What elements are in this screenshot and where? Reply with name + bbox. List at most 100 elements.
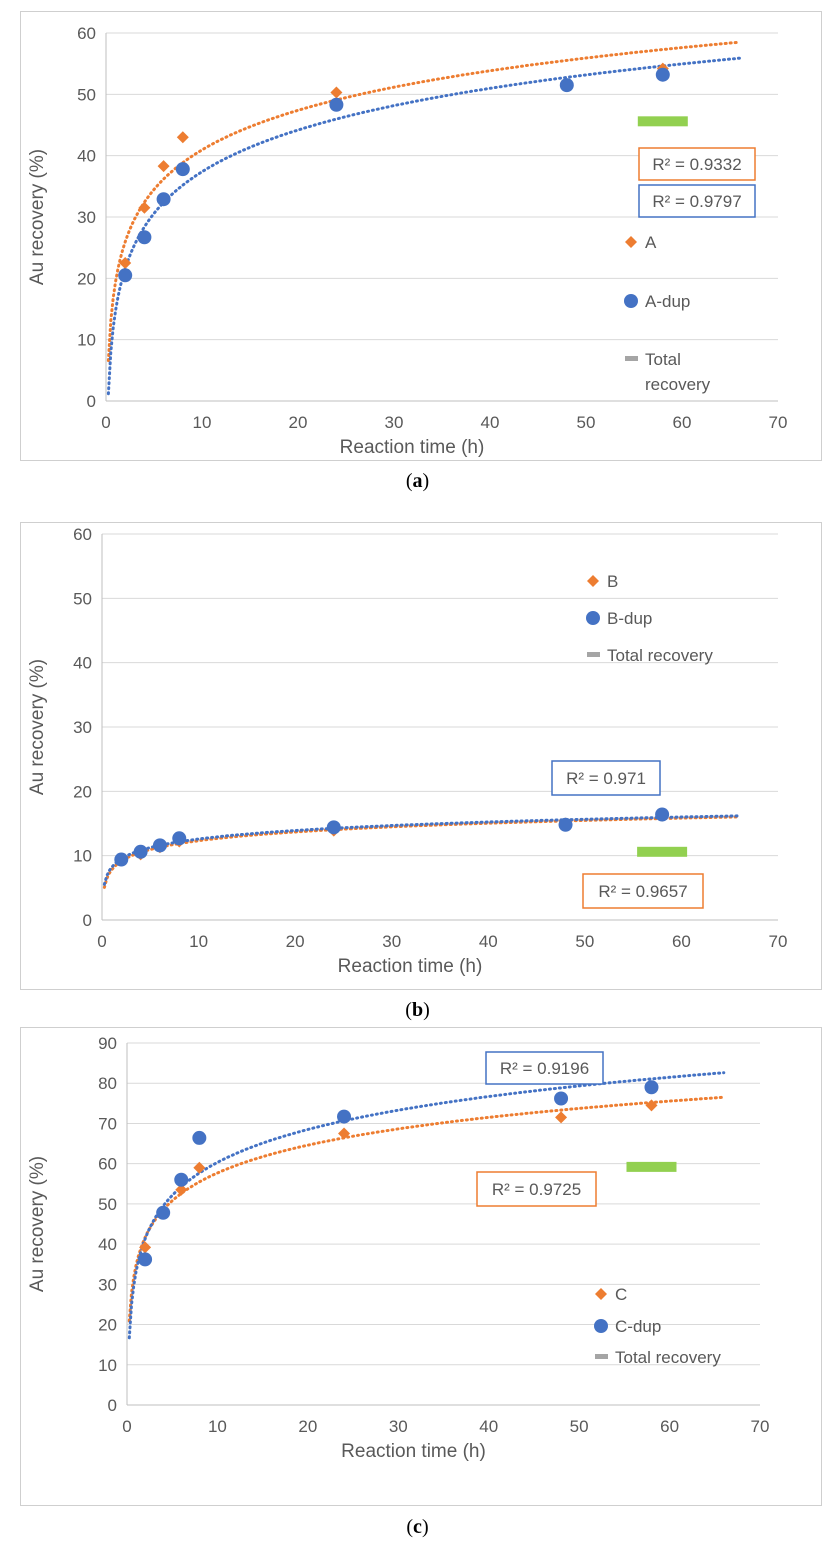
y-tick-label-b: 10	[73, 847, 92, 866]
y-tick-label-b: 0	[83, 911, 92, 930]
y-tick-label-c: 0	[108, 1396, 117, 1415]
y-axis-title-b: Au recovery (%)	[27, 659, 48, 795]
legend-label: A	[645, 233, 657, 252]
trendline-a-dup	[106, 56, 742, 396]
chart-c-svg: 0 10 20 30 40 50 60 70 80 90 0 10 20 30 40 50 60 70 Reacti…	[27, 1034, 769, 1462]
x-tick-label-c: 50	[570, 1417, 589, 1436]
y-tick-label-c: 40	[98, 1235, 117, 1254]
y-axis-title-c: Au recovery (%)	[27, 1156, 48, 1292]
data-point-a	[330, 86, 343, 99]
data-point-a-dup	[118, 268, 133, 283]
x-tick-label-b: 20	[286, 932, 305, 951]
x-tick-label-b: 0	[97, 932, 106, 951]
legend-swatch	[625, 236, 637, 248]
legend-swatch	[625, 356, 638, 361]
y-tick-label-a: 10	[77, 331, 96, 350]
x-tick-label-b: 40	[479, 932, 498, 951]
x-tick-label-a: 50	[577, 413, 596, 432]
x-tick-label-a: 0	[101, 413, 110, 432]
data-point-c	[175, 1183, 188, 1196]
caption-c: (c)	[406, 1516, 429, 1538]
y-tick-label-a: 50	[77, 85, 96, 104]
legend-entry-a-dup: A-dup	[624, 292, 690, 311]
r2-box-b-dup	[551, 760, 661, 796]
data-point-c	[338, 1127, 351, 1140]
y-tick-label-a: 0	[87, 392, 96, 411]
legend-swatch	[624, 294, 638, 308]
data-point-a	[119, 257, 132, 269]
data-point-c-dup	[554, 1091, 569, 1106]
chart-panel-b: 0 10 20 30 40 50 60 0 10 20 30 40 50 60 70 Reaction tim…	[20, 522, 822, 990]
legend-entry-total-recovery: Total recovery	[587, 646, 713, 665]
series-total-recovery	[626, 1161, 677, 1172]
series-c-dup	[138, 1080, 659, 1267]
y-tick-label-c: 10	[98, 1356, 117, 1375]
r2-label-b-dup: R² = 0.971	[566, 769, 646, 788]
data-point-total-recovery	[637, 846, 688, 857]
legend-swatch	[594, 1319, 608, 1333]
r2-label-a: R² = 0.9332	[652, 155, 741, 174]
data-point-c	[555, 1111, 568, 1124]
x-tick-label-b: 10	[189, 932, 208, 951]
legend-label: Total recovery	[607, 646, 713, 665]
legend-label: Total recovery	[615, 1348, 721, 1367]
data-point-b-dup	[172, 831, 187, 846]
y-tick-label-b: 60	[73, 525, 92, 544]
y-tick-label-c: 70	[98, 1114, 117, 1133]
y-tick-label-c: 60	[98, 1155, 117, 1174]
legend-label: A-dup	[645, 292, 690, 311]
caption-a-letter: a	[412, 470, 423, 492]
r2-label-c-dup: R² = 0.9196	[500, 1059, 589, 1078]
r2-box-c	[476, 1171, 597, 1207]
chart-panel-a: 0 10 20 30 40 50 60 0 10 20 30 40 50 60 70 Reaction tim…	[20, 11, 822, 461]
x-tick-label-c: 10	[208, 1417, 227, 1436]
r2-box-c-dup	[485, 1051, 604, 1085]
r2-box-a-dup	[638, 184, 756, 218]
y-tick-label-a: 60	[77, 24, 96, 43]
data-point-c	[193, 1161, 206, 1174]
x-tick-label-c: 40	[479, 1417, 498, 1436]
r2-box-a	[638, 147, 756, 181]
series-total-recovery	[637, 116, 688, 127]
y-tick-label-c: 80	[98, 1074, 117, 1093]
legend-entry-b-dup: B-dup	[586, 609, 652, 628]
legend-entry-c: C	[595, 1285, 627, 1304]
data-point-c-dup	[192, 1130, 207, 1145]
y-tick-label-c: 30	[98, 1275, 117, 1294]
trendline-b-dup	[102, 814, 741, 886]
y-tick-label-c: 50	[98, 1195, 117, 1214]
data-point-b-dup	[326, 820, 341, 835]
chart-a-svg: 0 10 20 30 40 50 60 0 10 20 30 40 50 60 70 Reaction tim…	[27, 24, 787, 458]
data-point-a	[138, 201, 151, 214]
legend-label: Total	[645, 350, 681, 369]
series-b-dup	[114, 807, 670, 867]
x-tick-label-b: 50	[575, 932, 594, 951]
x-axis-title-a: Reaction time (h)	[340, 437, 485, 458]
data-point-c-dup	[156, 1205, 171, 1220]
trendline-c-dup	[127, 1071, 726, 1340]
legend-swatch	[595, 1354, 608, 1359]
series-total-recovery	[637, 846, 688, 857]
y-tick-label-b: 50	[73, 589, 92, 608]
r2-label-b: R² = 0.9657	[598, 882, 687, 901]
data-point-c-dup	[644, 1080, 659, 1095]
legend-entry-b: B	[587, 572, 618, 591]
legend-entry-a: A	[625, 233, 657, 252]
data-point-a-dup	[559, 78, 574, 93]
r2-box-b	[582, 873, 704, 909]
data-point-total-recovery	[626, 1161, 677, 1172]
y-axis-title-a: Au recovery (%)	[27, 149, 48, 285]
x-tick-label-c: 60	[660, 1417, 679, 1436]
series-a	[119, 62, 669, 269]
r2-label-a-dup: R² = 0.9797	[652, 192, 741, 211]
x-tick-label-b: 60	[672, 932, 691, 951]
y-tick-label-b: 30	[73, 718, 92, 737]
data-point-b-dup	[133, 844, 148, 859]
data-point-a-dup	[175, 162, 190, 177]
x-tick-label-b: 30	[382, 932, 401, 951]
y-tick-label-a: 40	[77, 147, 96, 166]
x-tick-label-a: 10	[193, 413, 212, 432]
x-tick-label-a: 30	[385, 413, 404, 432]
x-axis-title-c: Reaction time (h)	[341, 1441, 486, 1462]
legend-swatch	[587, 575, 599, 587]
